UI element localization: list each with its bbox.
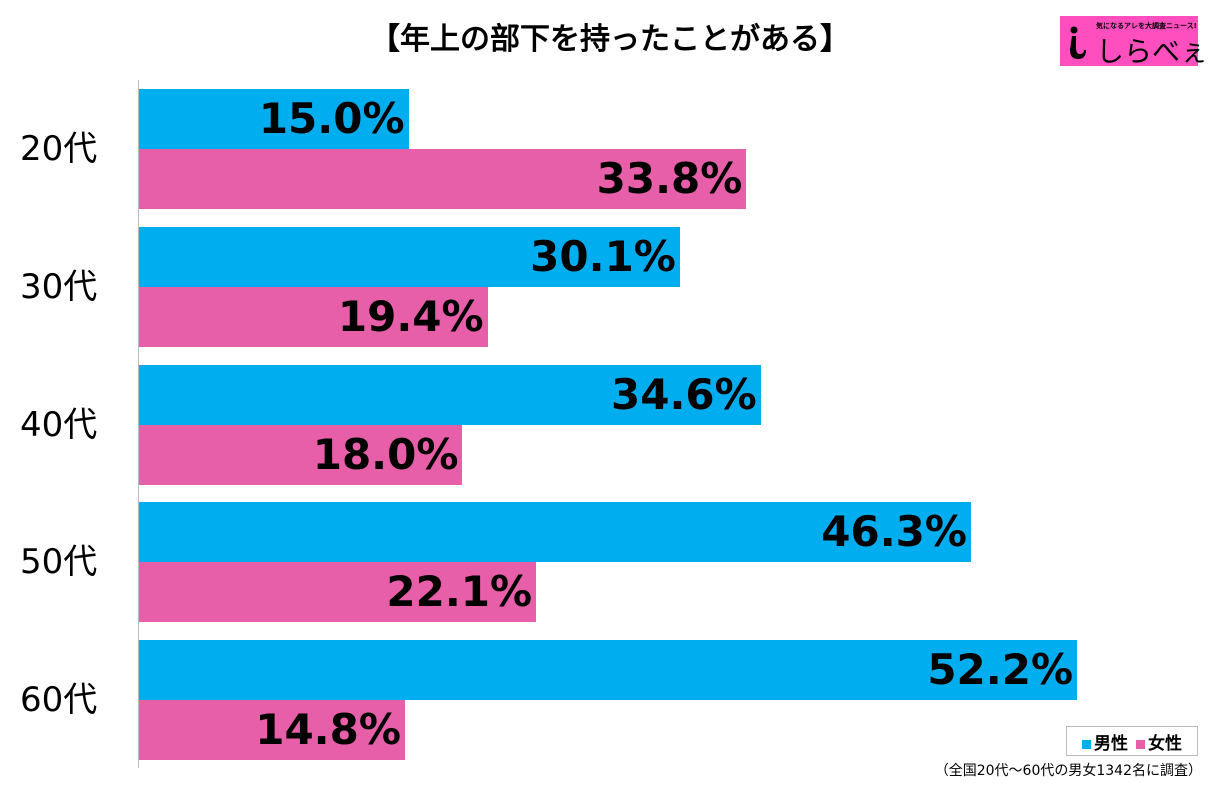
data-label: 18.0% [312, 429, 459, 479]
legend-label-female: 女性 [1148, 733, 1182, 754]
bar-male [139, 89, 409, 149]
data-label: 34.6% [611, 369, 757, 419]
bar-male [139, 226, 680, 287]
bar-male [139, 640, 1078, 701]
chart-title: 【年上の部下を持ったことがある】 [370, 22, 850, 57]
logo-i-icon [1070, 26, 1086, 59]
data-label: 14.8% [255, 705, 401, 755]
data-label: 19.4% [337, 291, 484, 341]
data-label: 30.1% [530, 231, 676, 281]
legend: 男性 女性 [1066, 726, 1198, 756]
category-label: 50代 [20, 542, 98, 583]
data-label: 33.8% [596, 154, 743, 203]
bar-female [139, 700, 405, 761]
category-label: 40代 [20, 404, 98, 445]
legend-swatch-male [1082, 739, 1091, 749]
legend-label-male: 男性 [1094, 733, 1128, 754]
shirabee-logo: 気になるアレを大調査ニュース! しらべぇ [1060, 16, 1208, 68]
logo-name: しらべぇ [1096, 35, 1209, 68]
data-label: 22.1% [386, 567, 533, 617]
category-label: 60代 [20, 680, 98, 721]
legend-swatch-female [1136, 739, 1145, 749]
legend-item-male: 男性 [1082, 729, 1128, 754]
data-label: 52.2% [927, 645, 1074, 695]
bar-female [139, 149, 747, 209]
logo-tagline: 気になるアレを大調査ニュース! [1096, 22, 1197, 30]
survey-note: （全国20代～60代の男女1342名に調査） [934, 763, 1202, 779]
bar-male [139, 502, 971, 563]
bar-female [139, 562, 537, 623]
bar-female [139, 424, 463, 485]
bar-male [139, 364, 761, 425]
data-label: 15.0% [258, 94, 405, 143]
category-label: 30代 [20, 266, 98, 307]
category-label: 20代 [20, 129, 98, 169]
y-axis-line [138, 80, 139, 768]
data-label: 46.3% [821, 507, 967, 557]
bar-female [139, 286, 488, 347]
legend-item-female: 女性 [1136, 729, 1182, 754]
